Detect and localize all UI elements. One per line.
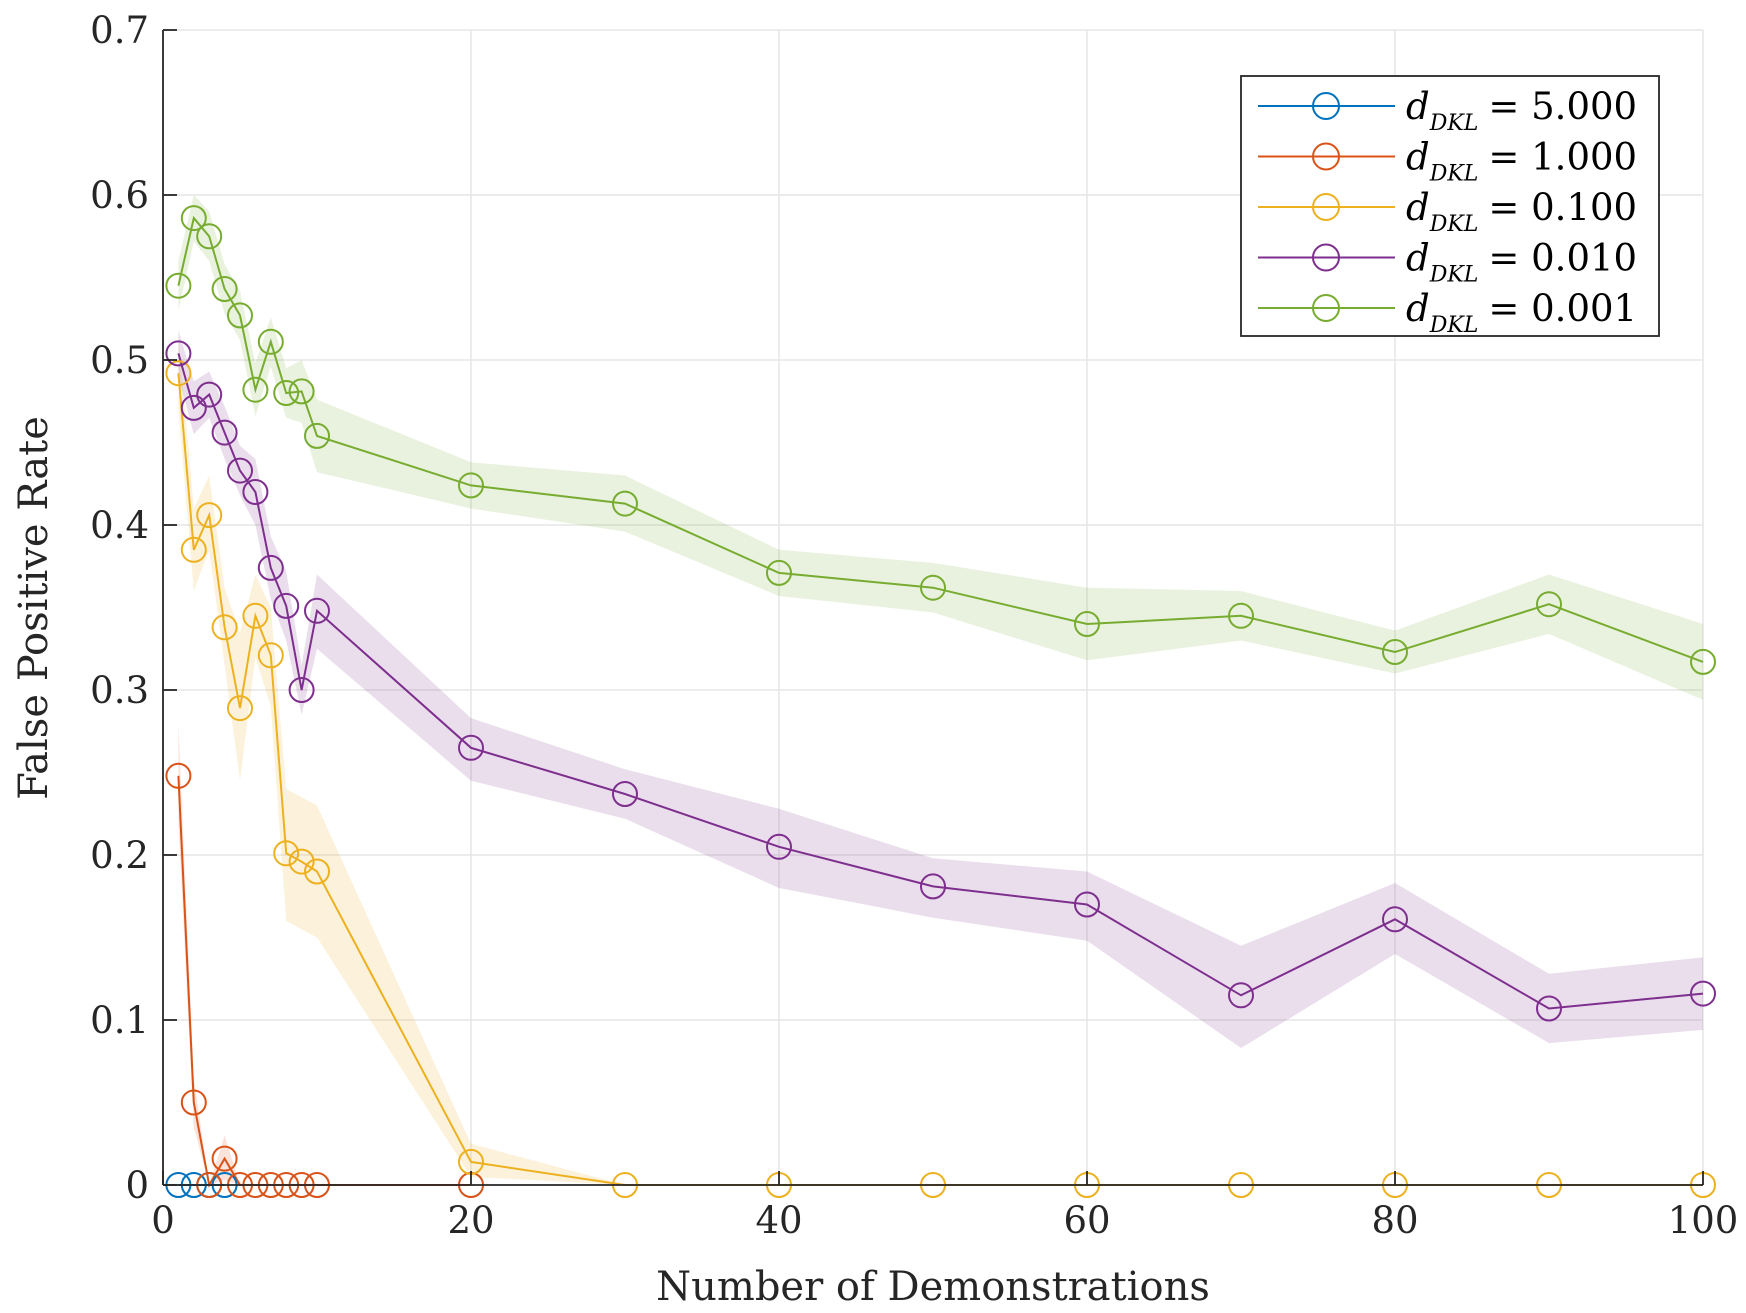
- data-point: [920, 873, 946, 900]
- data-point: [288, 848, 315, 875]
- x-axis-title: Number of Demonstrations: [656, 1264, 1210, 1310]
- data-point: [227, 457, 253, 484]
- data-point: [458, 734, 484, 761]
- data-point: [165, 360, 192, 387]
- y-tick-label: 0.5: [90, 339, 149, 382]
- data-point: [766, 559, 792, 586]
- data-point: [196, 502, 223, 529]
- data-point: [612, 490, 638, 517]
- data-point: [304, 597, 330, 624]
- data-point: [273, 840, 300, 867]
- data-point: [257, 328, 284, 355]
- data-point: [242, 376, 269, 403]
- legend-marker: [1312, 92, 1340, 120]
- y-tick-label: 0.4: [90, 504, 149, 547]
- data-point: [211, 419, 238, 446]
- data-point: [257, 642, 284, 669]
- data-point: [1690, 980, 1716, 1007]
- data-point: [1690, 648, 1716, 675]
- data-point: [1074, 611, 1100, 637]
- data-point: [165, 762, 192, 789]
- data-point: [1536, 591, 1562, 618]
- x-tick-label: 40: [755, 1199, 802, 1242]
- y-tick-label: 0.2: [90, 834, 149, 877]
- data-point: [1536, 995, 1562, 1022]
- data-point: [1228, 982, 1254, 1009]
- series-line-3: [177, 353, 1704, 1010]
- legend-marker: [1312, 142, 1340, 171]
- data-point: [288, 677, 315, 703]
- data-point: [1382, 906, 1408, 933]
- x-tick-label: 0: [151, 1199, 175, 1242]
- axes: [162, 29, 1704, 1186]
- y-axis-title: False Positive Rate: [11, 416, 57, 800]
- data-point: [766, 833, 792, 860]
- data-point: [180, 205, 207, 232]
- data-point: [1228, 602, 1254, 629]
- y-tick-label: 0: [125, 1164, 149, 1207]
- confidence-band-3: [178, 330, 1703, 1048]
- data-point: [165, 272, 192, 299]
- data-point: [1074, 891, 1100, 918]
- data-point: [242, 602, 269, 629]
- data-point: [1382, 639, 1408, 665]
- data-point: [227, 695, 253, 722]
- y-tick-label: 0.7: [90, 9, 149, 52]
- data-point: [288, 378, 315, 405]
- data-point: [304, 422, 330, 449]
- data-point: [304, 858, 330, 885]
- data-point: [196, 223, 223, 250]
- data-point: [211, 614, 238, 641]
- data-point: [196, 381, 223, 408]
- legend-marker: [1312, 294, 1340, 322]
- legend-label: dDKL = 1.000: [1406, 136, 1637, 187]
- data-point: [612, 781, 638, 807]
- confidence-band-4: [178, 195, 1703, 700]
- legend-marker: [1312, 193, 1340, 221]
- confidence-bands: [178, 195, 1703, 1185]
- tick-labels: 0 20 40 60 80 100 0 0.1 0.2 0.3 0.4 0.5 0.6 0.7: [90, 9, 1738, 1242]
- data-point: [273, 380, 300, 406]
- data-point: [180, 536, 207, 563]
- x-tick-label: 100: [1668, 1199, 1739, 1242]
- data-point: [242, 479, 269, 505]
- series-line-4: [177, 215, 1704, 663]
- data-point: [458, 472, 484, 499]
- y-tick-label: 0.3: [90, 669, 149, 712]
- legend-label: dDKL = 0.010: [1406, 237, 1637, 288]
- data-point: [227, 302, 253, 329]
- data-point: [165, 340, 192, 367]
- data-point: [180, 1089, 207, 1116]
- y-tick-label: 0.6: [90, 174, 149, 217]
- x-tick-label: 60: [1063, 1199, 1110, 1242]
- grid-lines: [163, 29, 1704, 1185]
- data-point: [211, 276, 238, 302]
- data-point: [273, 592, 300, 619]
- legend-label: dDKL = 5.000: [1406, 85, 1637, 136]
- legend-marker: [1312, 243, 1340, 272]
- x-tick-label: 20: [447, 1199, 494, 1242]
- data-point: [211, 1145, 238, 1172]
- legend-label: dDKL = 0.100: [1406, 186, 1637, 237]
- data-point: [180, 394, 207, 421]
- x-tick-label: 80: [1371, 1199, 1418, 1242]
- data-point: [257, 554, 284, 581]
- data-point: [920, 574, 946, 601]
- y-tick-label: 0.1: [90, 999, 149, 1042]
- legend-label: dDKL = 0.001: [1406, 287, 1637, 338]
